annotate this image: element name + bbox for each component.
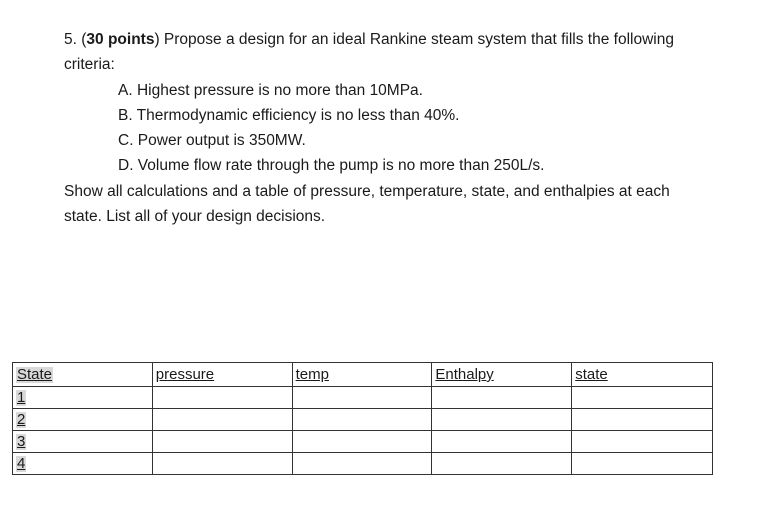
criterion-d: D. Volume flow rate through the pump is … (118, 157, 545, 174)
state-table: State pressure temp Enthalpy state 1 2 (12, 362, 713, 475)
cell-pressure[interactable] (151, 430, 293, 453)
cell-temp[interactable] (291, 408, 433, 431)
header-state: State (12, 362, 153, 387)
question-points: 30 points (86, 31, 155, 48)
question-intro-text: ) Propose a design for an ideal Rankine … (154, 31, 674, 48)
cell-state-phase[interactable] (571, 386, 713, 409)
criterion-a: A. Highest pressure is no more than 10MP… (118, 82, 423, 99)
criterion-b: B. Thermodynamic efficiency is no less t… (118, 107, 460, 124)
header-enthalpy: Enthalpy (431, 362, 573, 387)
table-row: 1 (12, 386, 713, 409)
cell-pressure[interactable] (151, 452, 293, 475)
cell-pressure[interactable] (151, 408, 293, 431)
cell-state-number[interactable]: 2 (12, 408, 153, 431)
cell-state-number[interactable]: 4 (12, 452, 153, 475)
table-row: 4 (12, 452, 713, 475)
question-intro-line-1: 5. (30 points) Propose a design for an i… (64, 30, 674, 50)
cell-enthalpy[interactable] (431, 408, 573, 431)
cell-state-phase[interactable] (571, 430, 713, 453)
question-intro-line-2: criteria: (64, 56, 115, 73)
cell-enthalpy[interactable] (431, 430, 573, 453)
cell-temp[interactable] (291, 452, 433, 475)
question-number: 5. ( (64, 31, 87, 48)
closing-line-2: state. List all of your design decisions… (64, 208, 326, 225)
cell-state-phase[interactable] (571, 452, 713, 475)
cell-temp[interactable] (291, 430, 433, 453)
header-state-phase: state (571, 362, 713, 387)
cell-state-number[interactable]: 1 (12, 386, 153, 409)
cell-enthalpy[interactable] (431, 452, 573, 475)
criterion-c: C. Power output is 350MW. (118, 132, 306, 149)
header-temp: temp (291, 362, 433, 387)
cell-pressure[interactable] (151, 386, 293, 409)
cell-state-number[interactable]: 3 (12, 430, 153, 453)
cell-temp[interactable] (291, 386, 433, 409)
cell-state-phase[interactable] (571, 408, 713, 431)
table-row: 3 (12, 430, 713, 453)
table-header-row: State pressure temp Enthalpy state (12, 362, 713, 387)
table-row: 2 (12, 408, 713, 431)
header-pressure: pressure (151, 362, 293, 387)
closing-line-1: Show all calculations and a table of pre… (64, 183, 670, 200)
cell-enthalpy[interactable] (431, 386, 573, 409)
